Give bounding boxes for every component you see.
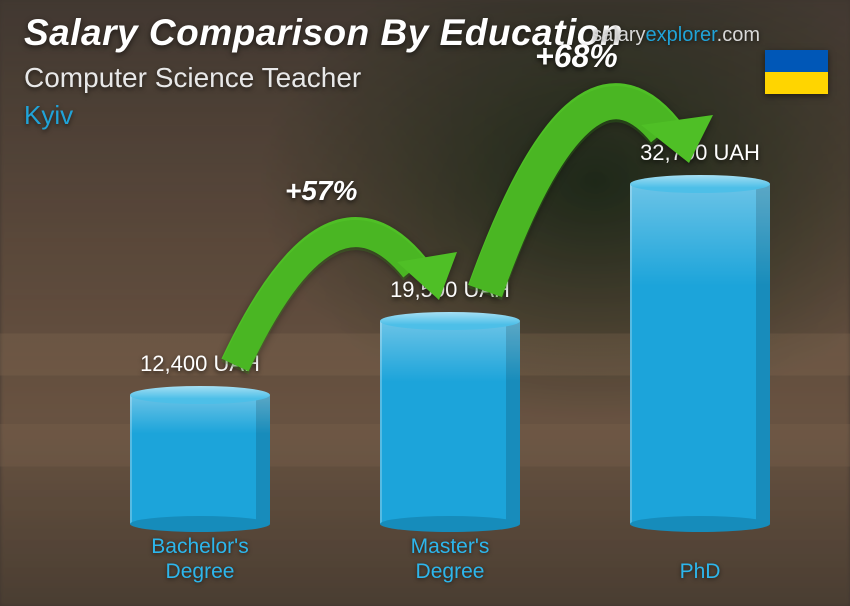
increase-arrow: +57% (195, 161, 465, 405)
job-title: Computer Science Teacher (24, 62, 361, 94)
source-suffix: .com (717, 24, 760, 46)
location-label: Kyiv (24, 100, 73, 131)
bar (130, 395, 270, 524)
country-flag-ukraine (765, 50, 828, 94)
bar-category-label: PhD (600, 559, 800, 584)
percent-increase-label: +57% (285, 175, 357, 207)
percent-increase-label: +68% (535, 38, 618, 75)
bar-category-label: Bachelor'sDegree (100, 534, 300, 584)
bar-bottom-cap (630, 516, 770, 532)
bar-bottom-cap (130, 516, 270, 532)
infographic-container: Salary Comparison By Education Computer … (0, 0, 850, 606)
bar-chart: 12,400 UAHBachelor'sDegree19,500 UAHMast… (80, 150, 790, 584)
bar-bottom-cap (380, 516, 520, 532)
increase-arrow: +68% (445, 24, 715, 331)
flag-top-stripe (765, 50, 828, 72)
bar-category-label: Master'sDegree (350, 534, 550, 584)
flag-bottom-stripe (765, 72, 828, 94)
